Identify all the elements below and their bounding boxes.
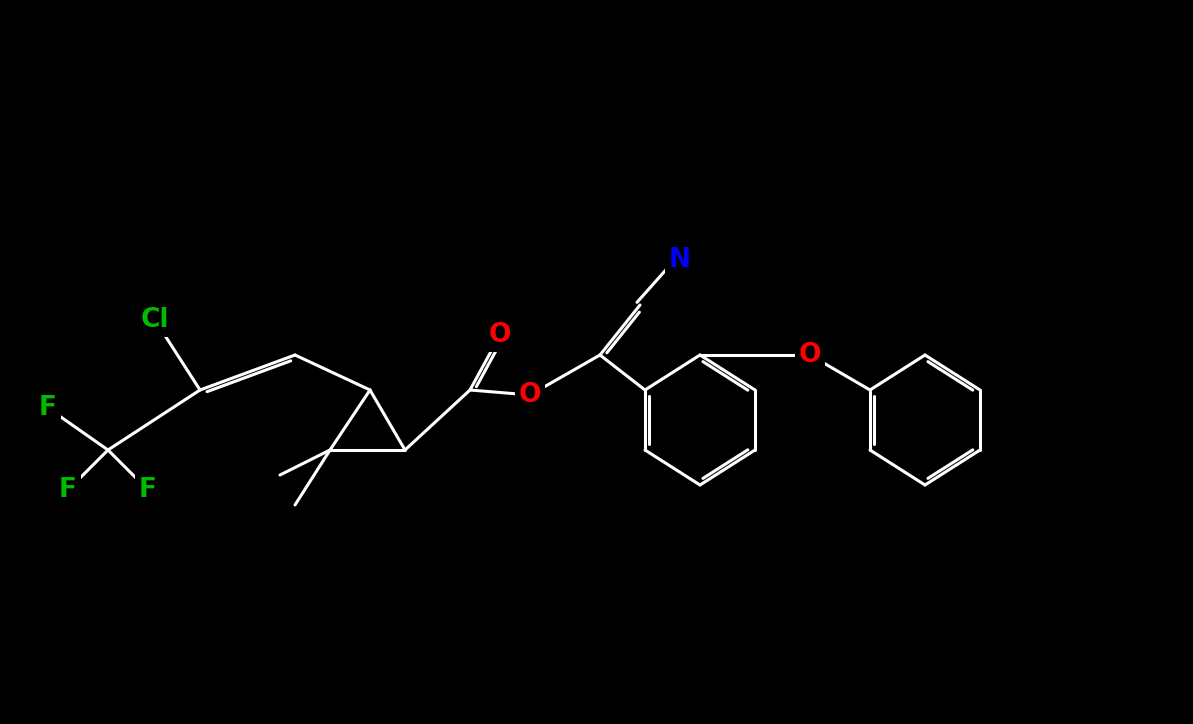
Text: F: F	[140, 477, 157, 503]
Text: O: O	[519, 382, 542, 408]
Text: F: F	[58, 477, 78, 503]
Text: N: N	[669, 247, 691, 273]
Text: O: O	[489, 322, 512, 348]
Text: Cl: Cl	[141, 307, 169, 333]
Text: F: F	[39, 395, 57, 421]
Text: O: O	[799, 342, 821, 368]
Text: N: N	[669, 247, 691, 273]
